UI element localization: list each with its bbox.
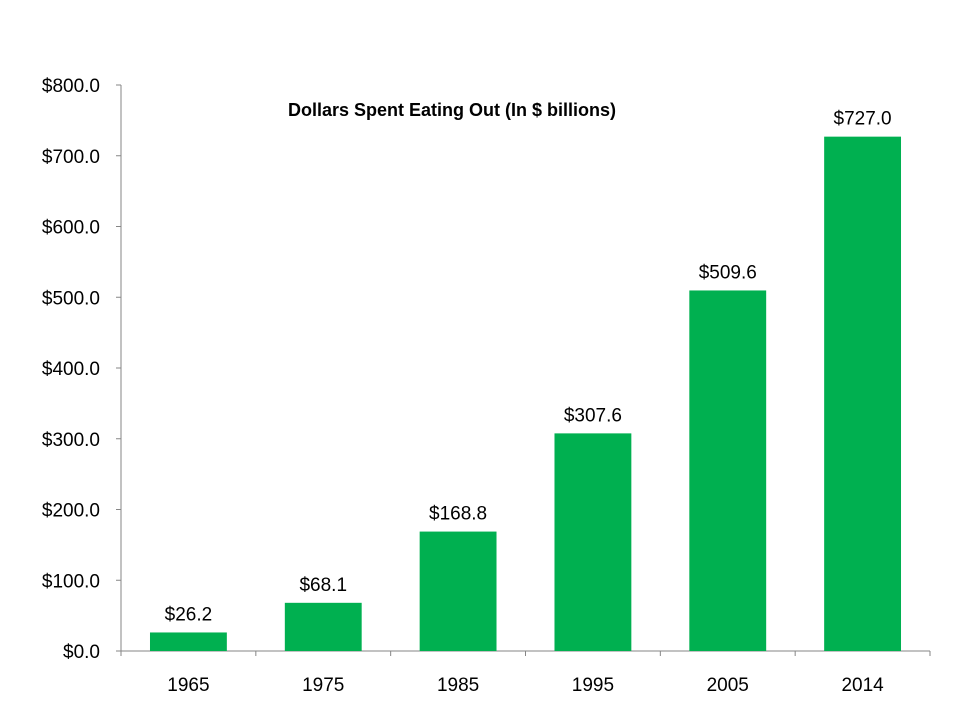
data-label-1965: $26.2 [165,604,213,625]
bar-1985 [419,531,497,651]
y-tick-label: $100.0 [42,571,100,592]
y-tick-label: $300.0 [42,430,100,451]
data-label-1995: $307.6 [564,405,622,426]
x-tick-label: 1965 [167,675,209,696]
chart-title: Dollars Spent Eating Out (In $ billions) [288,100,616,120]
y-tick-label: $800.0 [42,76,100,97]
y-tick-label: $600.0 [42,218,100,239]
data-label-2014: $727.0 [834,109,892,130]
y-tick-label: $200.0 [42,501,100,522]
bar-1975 [284,602,362,651]
x-tick-label: 2005 [707,675,749,696]
bar-1965 [149,632,227,651]
x-tick-label: 1995 [572,675,614,696]
x-tick-label: 2014 [841,675,884,696]
x-tick-label: 1975 [302,675,344,696]
y-axis-ticks: $0.0 $100.0 $200.0 $300.0 $400.0 $500.0 $600.0… [42,76,121,663]
bars-group: $26.2 $68.1 $168.8 $307.6 $509.6 $727.0 [149,109,902,651]
data-label-1985: $168.8 [429,504,487,525]
bar-1995 [554,433,632,651]
data-label-2005: $509.6 [699,262,757,283]
bar-2014 [824,136,902,651]
y-tick-label: $0.0 [63,642,100,663]
x-axis-ticks: 1965 1975 1985 1995 2005 2014 [120,651,931,696]
x-tick-label: 1985 [437,675,479,696]
y-tick-label: $700.0 [42,147,100,168]
bar-2005 [689,290,767,651]
data-label-1975: $68.1 [299,575,347,596]
y-tick-label: $400.0 [42,359,100,380]
y-tick-label: $500.0 [42,288,100,309]
